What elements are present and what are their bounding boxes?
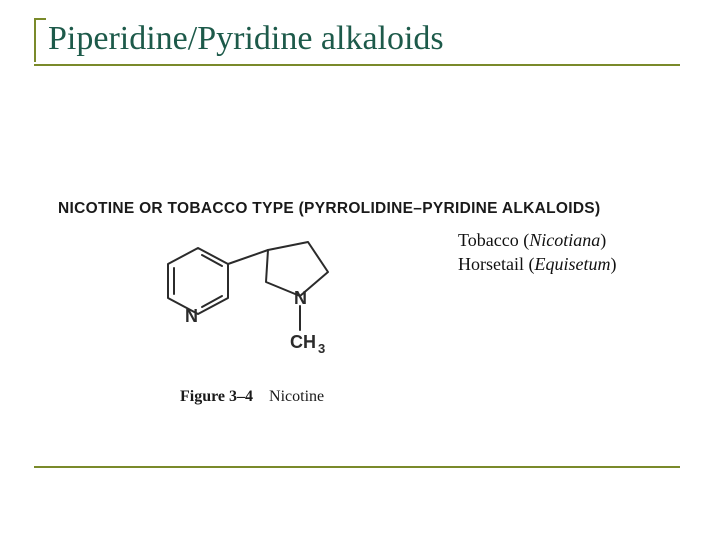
title-block: Piperidine/Pyridine alkaloids (34, 18, 680, 58)
svg-text:N: N (185, 306, 198, 326)
svg-text:3: 3 (318, 341, 325, 356)
source-paren-close: ) (600, 230, 606, 250)
svg-text:CH: CH (290, 332, 316, 352)
source-item: Horsetail (Equisetum) (458, 252, 616, 276)
caption-prefix: Figure 3–4 (180, 388, 253, 405)
source-latin-name: Equisetum (534, 254, 610, 274)
page-title: Piperidine/Pyridine alkaloids (34, 18, 680, 58)
source-common-name: Horsetail (458, 254, 524, 274)
caption-sep (257, 388, 265, 405)
source-latin-name: Nicotiana (529, 230, 600, 250)
figure-caption: Figure 3–4 Nicotine (180, 388, 324, 406)
source-list: Tobacco (Nicotiana) Horsetail (Equisetum… (458, 228, 616, 277)
caption-label: Nicotine (269, 388, 324, 405)
source-common-name: Tobacco (458, 230, 519, 250)
bottom-rule (34, 466, 680, 468)
source-item: Tobacco (Nicotiana) (458, 228, 616, 252)
slide: Piperidine/Pyridine alkaloids NICOTINE O… (0, 0, 720, 540)
source-paren-close: ) (610, 254, 616, 274)
nicotine-structure: N N CH 3 (150, 230, 410, 370)
title-corner-rule-left (34, 18, 36, 62)
nicotine-svg: N N CH 3 (150, 230, 410, 370)
section-heading: NICOTINE OR TOBACCO TYPE (PYRROLIDINE–PY… (58, 200, 600, 218)
svg-text:N: N (294, 288, 307, 308)
title-underline (34, 64, 680, 66)
